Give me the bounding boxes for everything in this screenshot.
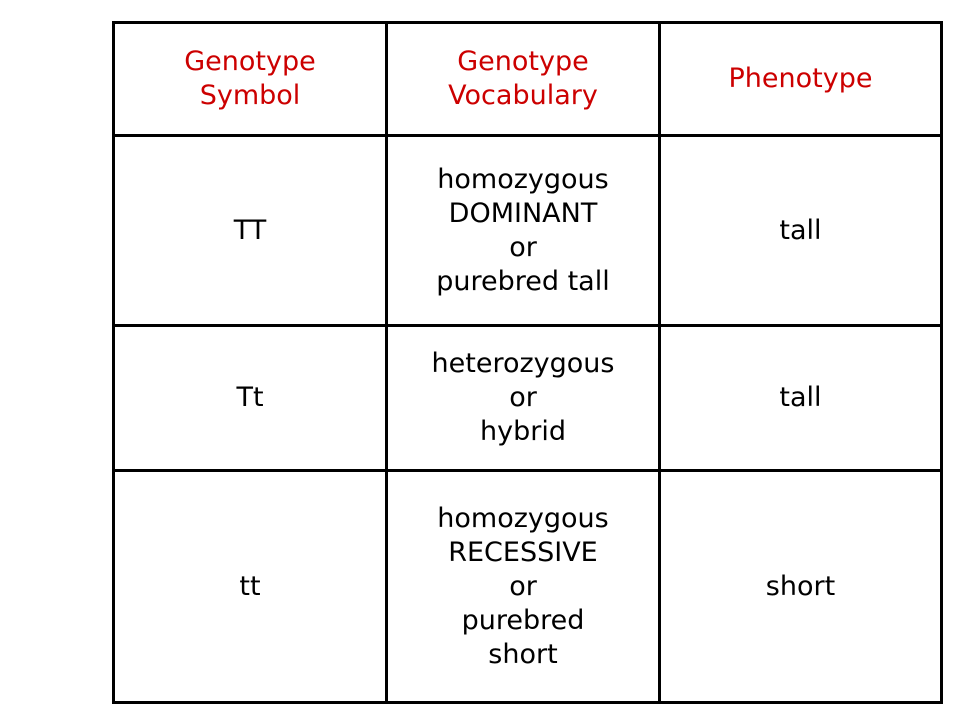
- table-row: Tt heterozygous or hybrid tall: [112, 324, 943, 472]
- table-cell: heterozygous or hybrid: [385, 324, 661, 472]
- cell-text: homozygous: [437, 163, 609, 195]
- cell-text: purebred tall: [436, 265, 610, 297]
- table-cell: homozygous RECESSIVE or purebred short: [385, 469, 661, 704]
- cell-text: hybrid: [480, 416, 566, 447]
- cell-text: Phenotype: [728, 63, 873, 94]
- cell-text: heterozygous: [431, 348, 615, 379]
- cell-text: short: [765, 570, 836, 602]
- cell-text: DOMINANT: [448, 197, 598, 229]
- cell-text: short: [488, 638, 558, 670]
- cell-text: purebred: [461, 604, 585, 636]
- cell-text: TT: [233, 214, 267, 246]
- cell-text: Genotype: [457, 46, 589, 77]
- cell-text: tall: [779, 214, 822, 246]
- cell-text: or: [509, 231, 537, 263]
- cell-text: Vocabulary: [448, 80, 598, 111]
- table-row: TT homozygous DOMINANT or purebred tall tall: [112, 134, 943, 327]
- table-cell: tall: [658, 324, 943, 472]
- header-cell: Phenotype: [658, 21, 943, 137]
- table-cell: homozygous DOMINANT or purebred tall: [385, 134, 661, 327]
- table-row: tt homozygous RECESSIVE or purebred short shor…: [112, 469, 943, 704]
- table-cell: TT: [112, 134, 388, 327]
- cell-text: Genotype: [184, 46, 316, 77]
- cell-text: tall: [779, 382, 822, 413]
- cell-text: or: [509, 570, 537, 602]
- cell-text: or: [509, 382, 537, 413]
- table-cell: short: [658, 469, 943, 704]
- cell-text: Tt: [236, 382, 264, 413]
- header-cell: Genotype Vocabulary: [385, 21, 661, 137]
- header-row: Genotype Symbol Genotype Vocabulary Phenotyp…: [112, 21, 943, 137]
- cell-text: Symbol: [199, 80, 301, 111]
- table-cell: tt: [112, 469, 388, 704]
- cell-text: RECESSIVE: [448, 536, 598, 568]
- table-cell: tall: [658, 134, 943, 327]
- cell-text: homozygous: [437, 502, 609, 534]
- table-cell: Tt: [112, 324, 388, 472]
- header-cell: Genotype Symbol: [112, 21, 388, 137]
- cell-text: tt: [239, 570, 261, 602]
- genotype-table: Genotype Symbol Genotype Vocabulary Phenotyp…: [112, 21, 943, 704]
